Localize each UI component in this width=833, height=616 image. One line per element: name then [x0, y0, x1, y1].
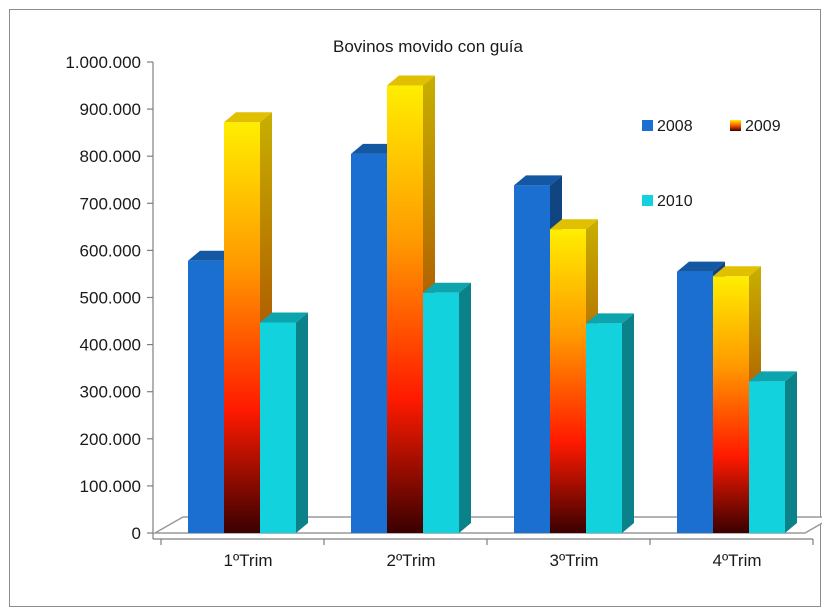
- x-axis-labels: 1ºTrim 2ºTrim 3ºTrim 4ºTrim: [153, 538, 814, 570]
- bar-top: [677, 261, 725, 272]
- bar-2010-1: [423, 282, 471, 533]
- bar-front: [387, 85, 423, 534]
- bar-side: [296, 312, 308, 533]
- bar-top: [550, 219, 598, 230]
- y-axis: 0 100.000 200.000 300.000 400.000 500.000 600.…: [65, 53, 154, 543]
- bar-2010-0: [260, 312, 308, 533]
- bars-group: [188, 75, 797, 534]
- legend-item-2009: 2009: [730, 118, 781, 135]
- bar-chart: Bovinos movido con guía 0 100.000 200.000 3…: [65, 37, 822, 570]
- bar-top: [586, 313, 634, 324]
- legend-label: 2010: [657, 193, 693, 210]
- legend-label: 2009: [745, 118, 781, 135]
- bar-front: [188, 260, 224, 533]
- legend-item-2010: 2010: [642, 193, 693, 210]
- bar-front: [713, 276, 749, 533]
- y-tick-label: 300.000: [80, 383, 141, 402]
- bar-front: [749, 381, 785, 533]
- chart-frame: Bovinos movido con guía 0 100.000 200.000 3…: [9, 9, 822, 607]
- bar-front: [351, 153, 387, 533]
- legend-swatch: [642, 195, 653, 206]
- legend-item-2008: 2008: [642, 118, 693, 135]
- bar-front: [677, 271, 713, 533]
- bar-top: [224, 112, 272, 123]
- y-tick-label: 400.000: [80, 336, 141, 355]
- y-tick-label: 900.000: [80, 100, 141, 119]
- legend-swatch: [730, 120, 741, 131]
- bar-front: [423, 292, 459, 533]
- bar-top: [713, 266, 761, 277]
- chart-title: Bovinos movido con guía: [333, 37, 523, 56]
- bar-top: [387, 75, 435, 86]
- bar-top: [514, 175, 562, 186]
- y-tick-label: 700.000: [80, 194, 141, 213]
- bar-front: [586, 323, 622, 533]
- legend-label: 2008: [657, 118, 693, 135]
- bar-2010-2: [586, 313, 634, 533]
- legend: 2008 2009 2010: [642, 118, 781, 210]
- y-tick-label: 100.000: [80, 477, 141, 496]
- x-category-label: 3ºTrim: [549, 551, 598, 570]
- y-tick-label: 800.000: [80, 147, 141, 166]
- bar-side: [785, 371, 797, 533]
- bar-top: [260, 312, 308, 323]
- y-tick-label: 200.000: [80, 430, 141, 449]
- x-category-label: 2ºTrim: [386, 551, 435, 570]
- bar-front: [224, 122, 260, 534]
- y-tick-label: 0: [132, 524, 141, 543]
- x-category-label: 1ºTrim: [223, 551, 272, 570]
- legend-swatch: [642, 120, 653, 131]
- bar-side: [459, 282, 471, 533]
- y-tick-label: 600.000: [80, 241, 141, 260]
- bar-front: [514, 185, 550, 534]
- bar-top: [423, 282, 471, 293]
- bar-side: [622, 313, 634, 533]
- bar-front: [550, 229, 586, 533]
- x-category-label: 4ºTrim: [712, 551, 761, 570]
- bar-front: [260, 322, 296, 533]
- y-tick-label: 1.000.000: [65, 53, 141, 72]
- bar-2010-3: [749, 371, 797, 533]
- y-tick-label: 500.000: [80, 289, 141, 308]
- bar-top: [749, 371, 797, 382]
